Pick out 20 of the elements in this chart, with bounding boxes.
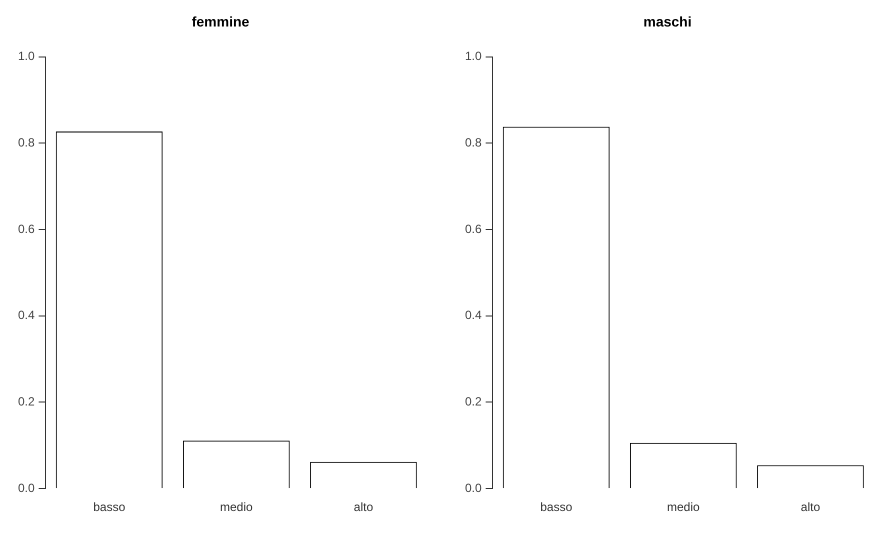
- y-tick-label: 0.8: [18, 135, 35, 150]
- y-tick-label: 0.2: [464, 394, 482, 409]
- chart-title: maschi: [643, 13, 692, 30]
- y-tick-label: 0.8: [464, 135, 482, 150]
- x-tick-label: medio: [666, 500, 700, 514]
- x-tick-label: medio: [220, 500, 254, 514]
- y-tick-label: 0.2: [18, 394, 35, 409]
- y-tick-label: 0.6: [464, 222, 482, 236]
- y-tick-label: 0.4: [18, 308, 35, 322]
- chart-title: femmine: [192, 13, 250, 30]
- y-tick-label: 0.0: [18, 480, 35, 495]
- y-tick-label: 0.0: [464, 480, 482, 495]
- y-tick-label: 0.4: [464, 308, 482, 322]
- x-tick-label: basso: [540, 500, 573, 514]
- y-tick-label: 1.0: [464, 49, 482, 64]
- x-tick-label: alto: [354, 500, 374, 514]
- x-tick-label: basso: [93, 500, 126, 514]
- y-tick-label: 0.6: [18, 222, 35, 236]
- y-tick-label: 1.0: [18, 49, 35, 64]
- x-tick-label: alto: [800, 500, 820, 514]
